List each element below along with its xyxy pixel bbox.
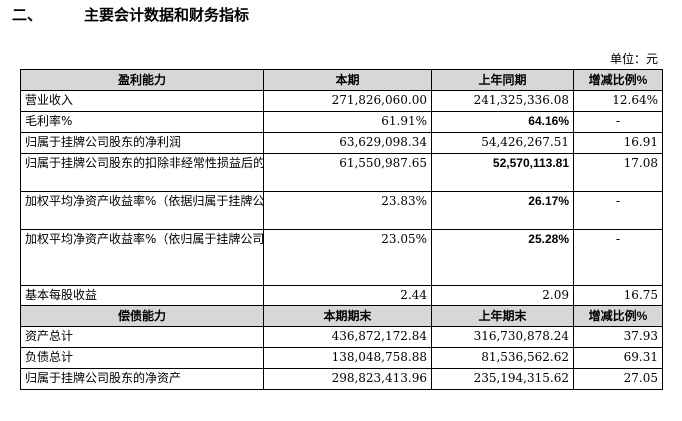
financial-indicators-table: 盈利能力 本期 上年同期 增减比例% 营业收入 271,826,060.00 241,325… xyxy=(20,69,663,390)
profit-header-current: 本期 xyxy=(263,69,432,91)
previous-value: 81,536,562.62 xyxy=(431,347,574,369)
previous-value: 52,570,113.81 xyxy=(431,153,574,192)
profit-header-row: 盈利能力 本期 上年同期 增减比例% xyxy=(20,69,663,91)
table-row: 加权平均净资产收益率%（依据归属于挂牌公司股东的净利润计算）23.83%26.1… xyxy=(20,191,663,230)
previous-value: 64.16% xyxy=(431,111,574,133)
row-label: 毛利率% xyxy=(20,111,264,133)
table-row: 营业收入 271,826,060.00 241,325,336.08 12.64% xyxy=(20,90,663,112)
section-title: 主要会计数据和财务指标 xyxy=(84,6,250,24)
row-label: 负债总计 xyxy=(20,347,264,369)
table-row: 基本每股收益 2.44 2.09 16.75 xyxy=(20,285,663,306)
row-label: 加权平均净资产收益率%（依归属于挂牌公司股东的扣除非经常性损益后的净利润计算） xyxy=(20,229,264,286)
previous-value: 2.09 xyxy=(431,285,574,306)
row-label: 归属于挂牌公司股东的扣除非经常性损益后的净利润 xyxy=(20,153,264,192)
change-value: 27.05 xyxy=(573,368,663,390)
profit-header-category: 盈利能力 xyxy=(20,69,264,91)
solvency-header-change: 增减比例% xyxy=(573,305,663,327)
solvency-header-category: 偿债能力 xyxy=(20,305,264,327)
solvency-header-current: 本期期末 xyxy=(263,305,432,327)
change-value: 16.91 xyxy=(573,132,663,154)
row-label: 资产总计 xyxy=(20,326,264,348)
previous-value: 26.17% xyxy=(431,191,574,230)
row-label: 基本每股收益 xyxy=(20,285,264,306)
table-row: 归属于挂牌公司股东的净资产 298,823,413.96 235,194,315.6… xyxy=(20,368,663,390)
change-value: 17.08 xyxy=(573,153,663,192)
change-value: - xyxy=(573,229,663,286)
solvency-header-row: 偿债能力 本期期末 上年期末 增减比例% xyxy=(20,305,663,327)
current-value: 138,048,758.88 xyxy=(263,347,432,369)
row-label: 归属于挂牌公司股东的净利润 xyxy=(20,132,264,154)
current-value: 63,629,098.34 xyxy=(263,132,432,154)
change-value: 37.93 xyxy=(573,326,663,348)
change-value: - xyxy=(573,111,663,133)
table-row: 负债总计 138,048,758.88 81,536,562.62 69.31 xyxy=(20,347,663,369)
current-value: 23.83% xyxy=(263,191,432,230)
table-row: 归属于挂牌公司股东的净利润 63,629,098.34 54,426,267.51 1… xyxy=(20,132,663,154)
current-value: 2.44 xyxy=(263,285,432,306)
current-value: 271,826,060.00 xyxy=(263,90,432,112)
section-number: 二、 xyxy=(12,6,43,24)
current-value: 61,550,987.65 xyxy=(263,153,432,192)
row-label: 加权平均净资产收益率%（依据归属于挂牌公司股东的净利润计算） xyxy=(20,191,264,230)
table-row: 毛利率% 61.91% 64.16% - xyxy=(20,111,663,133)
row-label: 营业收入 xyxy=(20,90,264,112)
solvency-header-previous: 上年期末 xyxy=(431,305,574,327)
previous-value: 235,194,315.62 xyxy=(431,368,574,390)
profit-header-previous: 上年同期 xyxy=(431,69,574,91)
table-row: 归属于挂牌公司股东的扣除非经常性损益后的净利润61,550,987.6552,5… xyxy=(20,153,663,192)
previous-value: 316,730,878.24 xyxy=(431,326,574,348)
change-value: 12.64% xyxy=(573,90,663,112)
current-value: 298,823,413.96 xyxy=(263,368,432,390)
previous-value: 241,325,336.08 xyxy=(431,90,574,112)
profit-header-change: 增减比例% xyxy=(573,69,663,91)
row-label: 归属于挂牌公司股东的净资产 xyxy=(20,368,264,390)
table-row: 资产总计 436,872,172.84 316,730,878.24 37.93 xyxy=(20,326,663,348)
change-value: 16.75 xyxy=(573,285,663,306)
previous-value: 54,426,267.51 xyxy=(431,132,574,154)
current-value: 23.05% xyxy=(263,229,432,286)
table-row: 加权平均净资产收益率%（依归属于挂牌公司股东的扣除非经常性损益后的净利润计算）2… xyxy=(20,229,663,286)
unit-label: 单位：元 xyxy=(609,52,658,66)
table-body: 盈利能力 本期 上年同期 增减比例% 营业收入 271,826,060.00 241,325… xyxy=(20,69,663,390)
current-value: 61.91% xyxy=(263,111,432,133)
change-value: 69.31 xyxy=(573,347,663,369)
current-value: 436,872,172.84 xyxy=(263,326,432,348)
change-value: - xyxy=(573,191,663,230)
previous-value: 25.28% xyxy=(431,229,574,286)
